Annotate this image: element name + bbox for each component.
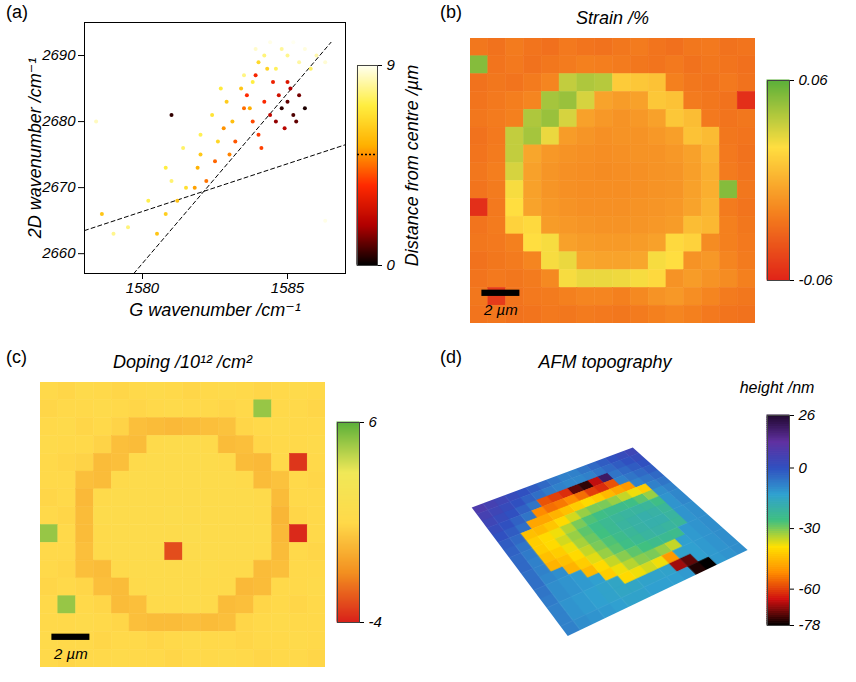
svg-text:1585: 1585 <box>271 279 305 296</box>
svg-text:9: 9 <box>387 56 396 73</box>
svg-text:G wavenumber /cm⁻¹: G wavenumber /cm⁻¹ <box>129 300 301 320</box>
svg-text:0: 0 <box>387 256 396 273</box>
svg-text:2680: 2680 <box>41 112 76 129</box>
svg-text:2660: 2660 <box>41 244 76 261</box>
svg-text:2 µm: 2 µm <box>53 645 88 662</box>
html-text:Strain /%: Strain /% <box>576 8 649 28</box>
svg-text:0.06: 0.06 <box>799 71 829 88</box>
svg-text:26: 26 <box>798 406 816 423</box>
svg-text:6: 6 <box>369 413 378 430</box>
html-text:height /nm: height /nm <box>739 379 815 396</box>
svg-text:-0.06: -0.06 <box>799 271 834 288</box>
svg-text:2690: 2690 <box>41 46 76 63</box>
html-text:(b): (b) <box>440 2 462 22</box>
svg-text:-60: -60 <box>799 580 821 597</box>
svg-text:2670: 2670 <box>41 178 76 195</box>
html-text:(c): (c) <box>6 347 27 367</box>
svg-text:Distance from centre /µm: Distance from centre /µm <box>402 65 422 266</box>
svg-text:2 µm: 2 µm <box>483 301 518 318</box>
html-text:(d): (d) <box>440 347 462 367</box>
svg-text:-78: -78 <box>799 616 821 633</box>
html-text:(a): (a) <box>6 2 28 22</box>
svg-text:2D wavenumber /cm⁻¹: 2D wavenumber /cm⁻¹ <box>25 58 45 240</box>
html-text:Doping /10¹² /cm²: Doping /10¹² /cm² <box>113 352 252 372</box>
svg-text:0: 0 <box>799 459 808 476</box>
svg-text:1580: 1580 <box>126 279 160 296</box>
html-text:AFM topography: AFM topography <box>538 352 672 372</box>
svg-text:-4: -4 <box>369 613 382 630</box>
svg-text:-30: -30 <box>799 519 821 536</box>
